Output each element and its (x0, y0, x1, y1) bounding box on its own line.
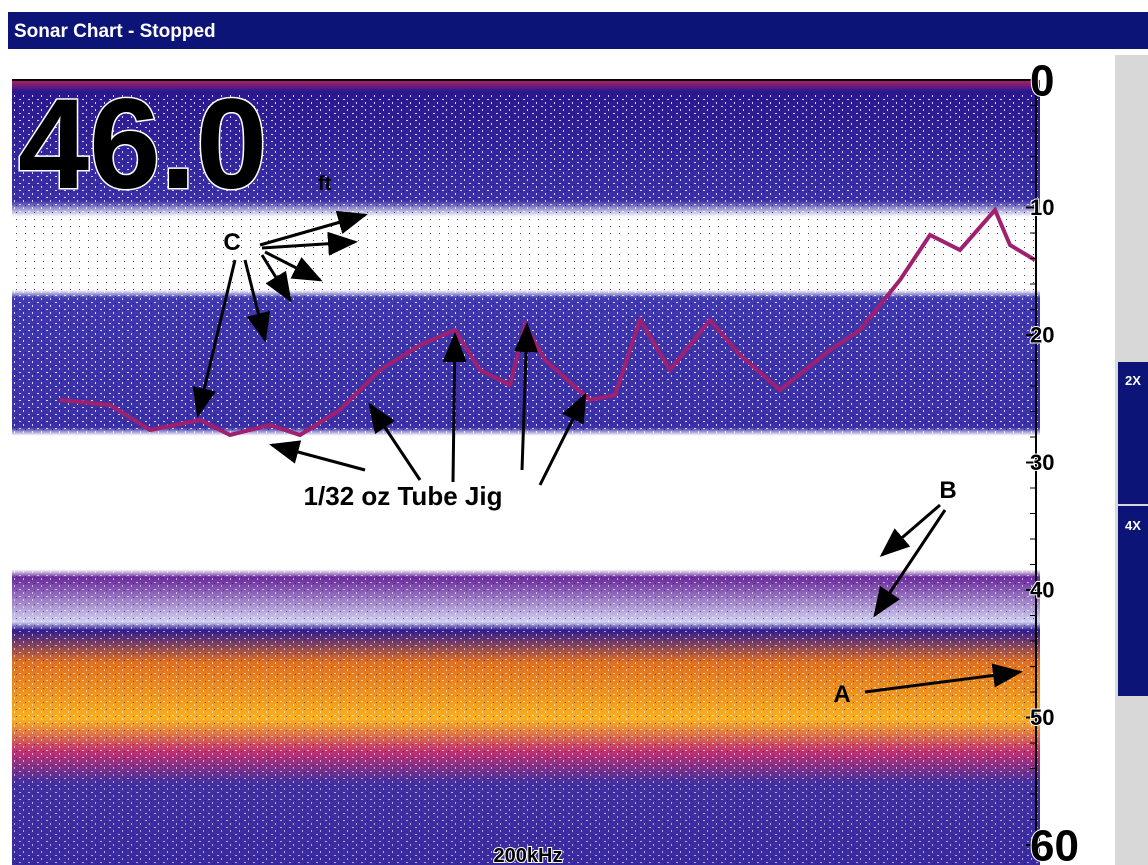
frequency: 200kHz (494, 845, 563, 865)
depth-label: 20 (1030, 323, 1054, 348)
window-title: Sonar Chart - Stopped (14, 21, 216, 42)
zoom-label: 2X (1125, 373, 1141, 388)
depth-unit: ft (318, 173, 332, 195)
depth-label: 40 (1030, 578, 1054, 603)
depth-label: 50 (1030, 705, 1054, 730)
annotation: A (833, 681, 850, 708)
zoom-label: 4X (1125, 518, 1141, 533)
depth-label: 30 (1030, 450, 1054, 475)
sonar-window: Sonar Chart - Stopped 2X 4X 46.0 ft 200k… (0, 0, 1148, 865)
sonar-noise (12, 570, 1040, 865)
annotation: 1/32 oz Tube Jig (304, 481, 503, 511)
zoom-button[interactable] (1118, 506, 1148, 696)
annotation: B (939, 477, 956, 504)
depth-label: 10 (1030, 195, 1054, 220)
depth-readout: 46.0 (18, 73, 267, 216)
depth-label: 60 (1030, 821, 1079, 865)
depth-label: 0 (1030, 56, 1054, 105)
annotation: C (223, 229, 240, 256)
